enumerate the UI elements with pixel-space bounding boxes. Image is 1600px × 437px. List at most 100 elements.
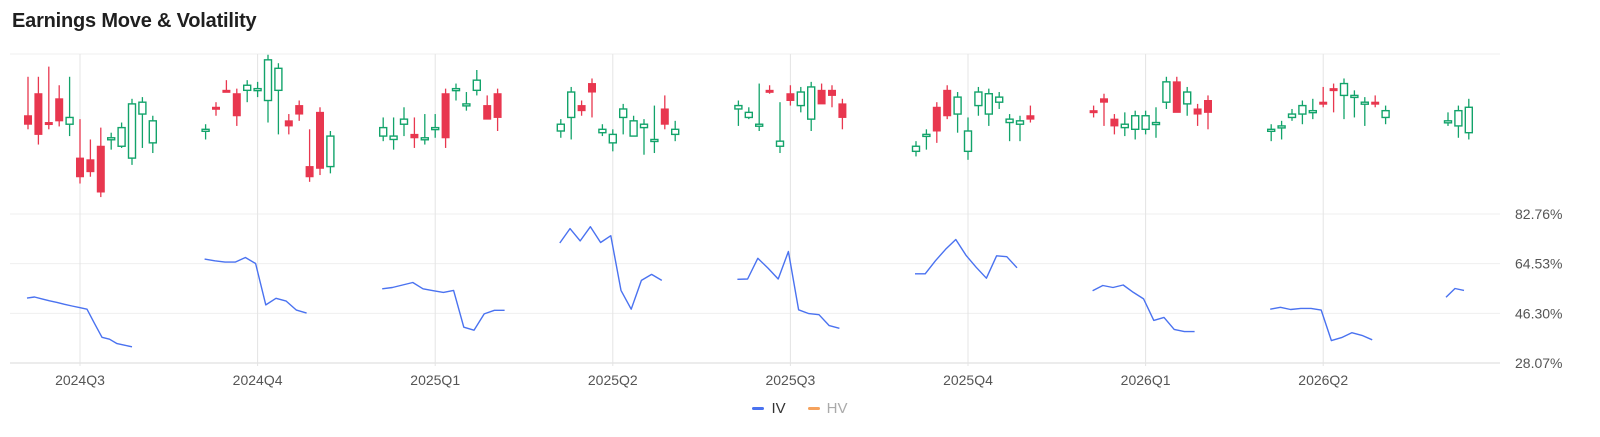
iv-series-line	[1270, 306, 1373, 342]
iv-series-line	[382, 281, 505, 331]
candle-body	[660, 108, 669, 125]
candle-body	[1100, 98, 1108, 103]
legend-label-hv: HV	[826, 400, 848, 417]
y-tick-label: 28.07%	[1515, 355, 1562, 371]
chart-legend: IV HV	[0, 400, 1600, 417]
candle-body	[629, 120, 638, 137]
candle-body	[1120, 123, 1130, 129]
candle-body	[1110, 118, 1119, 127]
candle-body	[1319, 101, 1328, 105]
candle-body	[1381, 109, 1390, 119]
candle-body	[106, 137, 116, 141]
candle-body	[567, 91, 576, 119]
candle-body	[263, 59, 273, 102]
candle-body	[1162, 81, 1171, 103]
x-tick-label: 2024Q3	[55, 372, 105, 388]
x-tick-label: 2025Q2	[588, 372, 638, 388]
candle-body	[953, 96, 962, 115]
candle-body	[1454, 109, 1463, 127]
candle-body	[274, 67, 283, 92]
x-tick-label: 2026Q2	[1298, 372, 1348, 388]
candle-body	[1443, 120, 1453, 124]
candle-body	[963, 130, 973, 153]
candle-body	[1141, 115, 1150, 131]
candle-body	[242, 84, 252, 92]
candle-body	[201, 128, 210, 133]
candle-body	[755, 123, 764, 127]
candle-body	[995, 96, 1004, 103]
candle-body	[744, 111, 753, 119]
iv-series-line	[1092, 284, 1195, 333]
legend-item-hv[interactable]: HV	[807, 400, 848, 417]
candle-body	[441, 93, 450, 139]
candle-body	[828, 89, 836, 96]
iv-series-line	[559, 225, 663, 310]
candle-body	[1005, 118, 1014, 124]
x-tick-label: 2025Q4	[943, 372, 993, 388]
candle-body	[232, 93, 241, 117]
candle-body	[984, 93, 993, 115]
candle-body	[379, 126, 388, 137]
candle-body	[1130, 115, 1140, 131]
candle-body	[1277, 125, 1286, 129]
candle-body	[76, 157, 84, 178]
candle-body	[431, 126, 440, 131]
legend-item-iv[interactable]: IV	[752, 400, 786, 417]
candle-body	[1089, 110, 1098, 114]
y-tick-label: 82.76%	[1515, 206, 1562, 222]
candle-body	[24, 115, 32, 125]
candle-body	[1339, 82, 1349, 97]
candle-body	[671, 128, 680, 136]
candle-body	[1193, 108, 1202, 115]
candle-body	[619, 108, 628, 119]
candle-body	[943, 89, 952, 117]
candle-body	[588, 83, 596, 93]
candle-body	[86, 159, 95, 173]
candle-body	[734, 104, 743, 110]
candle-body	[44, 122, 53, 126]
candle-body	[420, 137, 429, 141]
candle-body	[148, 120, 158, 144]
candle-body	[127, 103, 137, 159]
x-tick-label: 2024Q4	[233, 372, 283, 388]
candle-body	[1204, 100, 1212, 113]
candle-body	[974, 91, 983, 107]
legend-swatch-hv-icon	[807, 407, 820, 410]
x-tick-label: 2025Q1	[410, 372, 460, 388]
candle-body	[786, 93, 795, 101]
candle-body	[493, 93, 502, 118]
iv-series-line	[915, 238, 1018, 279]
candle-body	[34, 93, 43, 135]
candle-body	[284, 120, 293, 127]
candle-body	[253, 87, 262, 92]
iv-series-line	[1445, 287, 1465, 298]
candle-body	[922, 133, 931, 138]
candle-body	[1266, 128, 1276, 133]
candle-body	[55, 98, 64, 122]
candle-body	[796, 91, 805, 107]
candle-body	[410, 133, 419, 139]
x-tick-label: 2026Q1	[1121, 372, 1171, 388]
candle-body	[1350, 94, 1359, 99]
candle-body	[1182, 91, 1192, 105]
candle-body	[817, 89, 826, 105]
candle-body	[117, 126, 126, 147]
candle-body	[212, 106, 220, 110]
legend-swatch-iv-icon	[752, 407, 765, 410]
candle-body	[305, 166, 314, 178]
iv-series-line	[737, 250, 840, 329]
candle-body	[462, 103, 471, 107]
candle-body	[807, 86, 816, 120]
candle-body	[326, 135, 335, 168]
iv-series-line	[26, 296, 133, 348]
candle-body	[1026, 115, 1035, 120]
candle-body	[838, 103, 847, 118]
candle-body	[65, 116, 74, 125]
candle-body	[556, 123, 565, 132]
candle-body	[1015, 120, 1025, 125]
candle-body	[1298, 104, 1307, 115]
candle-body	[295, 105, 304, 115]
candle-body	[650, 138, 659, 143]
candle-body	[1151, 121, 1161, 126]
